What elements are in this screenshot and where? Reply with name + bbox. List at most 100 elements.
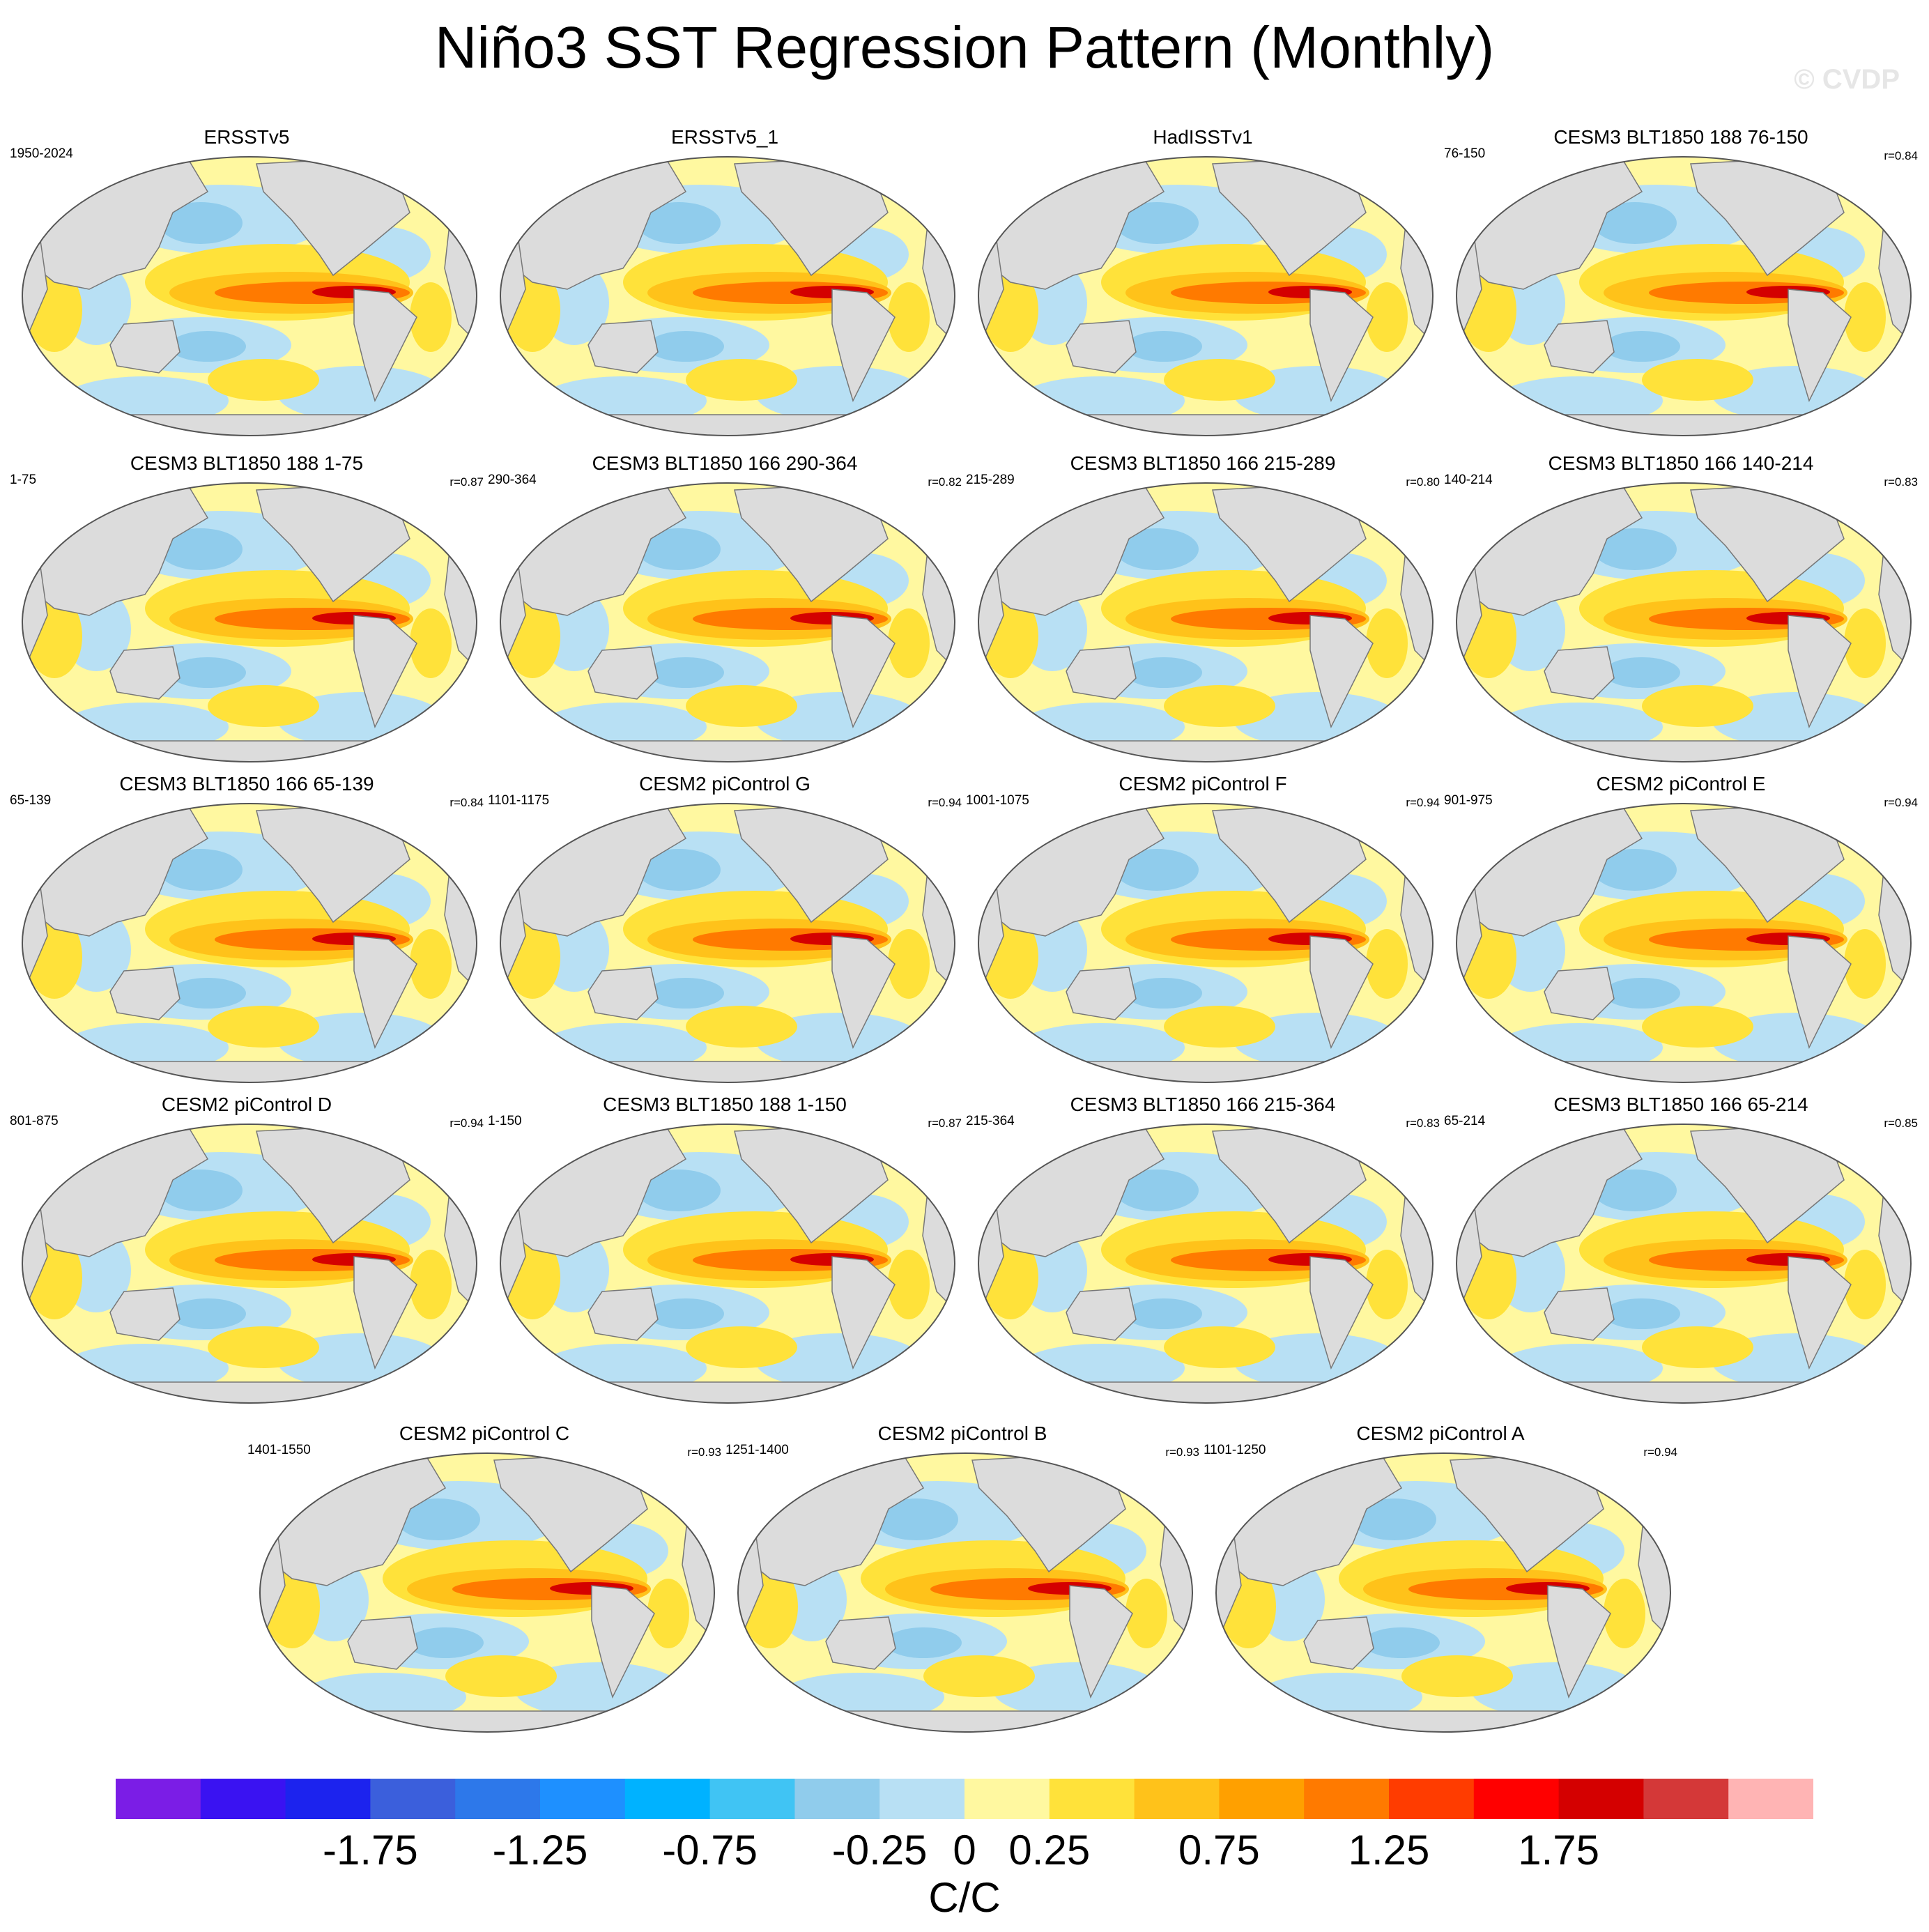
panel-years: 1101-1175 [488,793,550,808]
colorbar-swatch [540,1779,626,1819]
colorbar-tick-label: -0.25 [831,1827,928,1873]
map-panel: CESM2 piControl C 1401-1550 r=0.93 [247,1422,721,1749]
colorbar-swatch [1134,1779,1220,1819]
colorbar-swatch [624,1779,711,1819]
regression-map [1456,482,1912,762]
panel-correlation: r=0.94 [1884,796,1918,809]
colorbar-swatch [200,1779,286,1819]
colorbar-swatch [1728,1779,1813,1819]
colorbar-swatch [879,1779,965,1819]
panel-correlation: r=0.84 [449,796,484,809]
regression-map [500,156,955,436]
map-panel: CESM2 piControl B 1251-1400 r=0.93 [725,1422,1199,1749]
colorbar-swatch [964,1779,1050,1819]
panel-correlation: r=0.87 [449,475,484,489]
regression-map [1215,1452,1671,1733]
panel-correlation: r=0.93 [687,1446,721,1459]
map-panel: CESM2 piControl D 801-875 r=0.94 [10,1093,484,1420]
panel-correlation: r=0.87 [928,1117,962,1130]
panel-years: 65-214 [1444,1114,1486,1128]
panel-title: CESM3 BLT1850 166 290-364 [592,452,858,474]
panel-years: 901-975 [1444,793,1493,808]
colorbar-tick-label: 0.25 [1008,1827,1091,1873]
panel-years: 65-139 [10,793,52,808]
panel-title: CESM3 BLT1850 166 215-289 [1070,452,1336,474]
map-panel: CESM3 BLT1850 166 290-364 290-364 r=0.82 [488,452,962,779]
colorbar-tick-label: -1.75 [323,1827,418,1873]
regression-map [978,156,1434,436]
panel-title: CESM2 piControl E [1596,773,1766,795]
panel-title: CESM3 BLT1850 166 215-364 [1070,1094,1336,1115]
map-panel: CESM2 piControl A 1101-1250 r=0.94 [1204,1422,1677,1749]
regression-map [500,803,955,1083]
panel-correlation: r=0.80 [1406,475,1440,489]
colorbar-tick-label: 1.75 [1518,1827,1599,1873]
panel-correlation: r=0.94 [1406,796,1440,809]
panel-title: CESM2 piControl C [399,1423,570,1444]
colorbar-swatch [370,1779,456,1819]
colorbar-swatch [1049,1779,1135,1819]
panel-title: CESM2 piControl G [639,773,810,795]
panel-correlation: r=0.85 [1884,1117,1918,1130]
colorbar-tick-label: 0.75 [1178,1827,1260,1873]
colorbar-swatch [285,1779,371,1819]
colorbar-swatch [709,1779,795,1819]
colorbar-units: C/C [928,1874,1001,1921]
panel-years: 1001-1075 [966,793,1029,808]
colorbar-swatch [1389,1779,1475,1819]
panel-title: CESM3 BLT1850 166 140-214 [1548,452,1814,474]
panel-correlation: r=0.94 [928,796,962,809]
regression-map [978,803,1434,1083]
panel-years: 1950-2024 [10,146,73,161]
panel-title: CESM3 BLT1850 188 1-75 [130,452,364,474]
colorbar [116,1779,1813,1819]
regression-map [978,482,1434,762]
panel-correlation: r=0.93 [1165,1446,1199,1459]
panel-title: ERSSTv5 [203,126,290,148]
panel-correlation: r=0.94 [1643,1446,1677,1459]
regression-map [22,1124,477,1404]
colorbar-swatch [1643,1779,1729,1819]
panel-years: 1-75 [10,473,37,487]
panel-years: 1401-1550 [247,1443,311,1457]
panel-years: 140-214 [1444,473,1493,487]
regression-map [1456,803,1912,1083]
regression-map [1456,156,1912,436]
panel-title: CESM2 piControl D [161,1094,332,1115]
map-panel: CESM2 piControl E 901-975 r=0.94 [1444,772,1918,1100]
regression-map [22,482,477,762]
panel-title: CESM3 BLT1850 188 1-150 [603,1094,847,1115]
map-panel: CESM3 BLT1850 188 76-150 76-150 r=0.84 [1444,125,1918,453]
panel-years: 290-364 [488,473,537,487]
panel-years: 76-150 [1444,146,1486,161]
panel-years: 1101-1250 [1204,1443,1266,1457]
colorbar-swatch [1219,1779,1305,1819]
panel-title: CESM2 piControl F [1119,773,1287,795]
colorbar-tick-label: -1.25 [492,1827,588,1873]
regression-map [737,1452,1193,1733]
regression-map [22,156,477,436]
colorbar-swatch [1304,1779,1390,1819]
panel-title: HadISSTv1 [1153,126,1253,148]
panel-correlation: r=0.94 [449,1117,484,1130]
colorbar-tick-label: -0.75 [662,1827,758,1873]
colorbar-swatch [1473,1779,1560,1819]
colorbar-swatch [794,1779,880,1819]
panel-years: 215-364 [966,1114,1015,1128]
panel-years: 1251-1400 [725,1443,789,1457]
regression-map [22,803,477,1083]
map-panel: CESM3 BLT1850 188 1-75 1-75 r=0.87 [10,452,484,779]
panel-title: CESM2 piControl B [877,1423,1047,1444]
regression-map [978,1124,1434,1404]
regression-map [500,482,955,762]
figure-title: Niño3 SST Regression Pattern (Monthly) [434,15,1495,80]
map-panel: CESM3 BLT1850 166 65-214 65-214 r=0.85 [1444,1093,1918,1420]
panel-correlation: r=0.83 [1406,1117,1440,1130]
map-panel: CESM2 piControl G 1101-1175 r=0.94 [488,772,962,1100]
colorbar-swatch [116,1779,201,1819]
colorbar-swatch [1558,1779,1644,1819]
panel-years: 801-875 [10,1114,59,1128]
panel-title: CESM3 BLT1850 188 76-150 [1553,126,1808,148]
map-panel: HadISSTv1 [966,125,1440,453]
panel-correlation: r=0.84 [1884,149,1918,162]
